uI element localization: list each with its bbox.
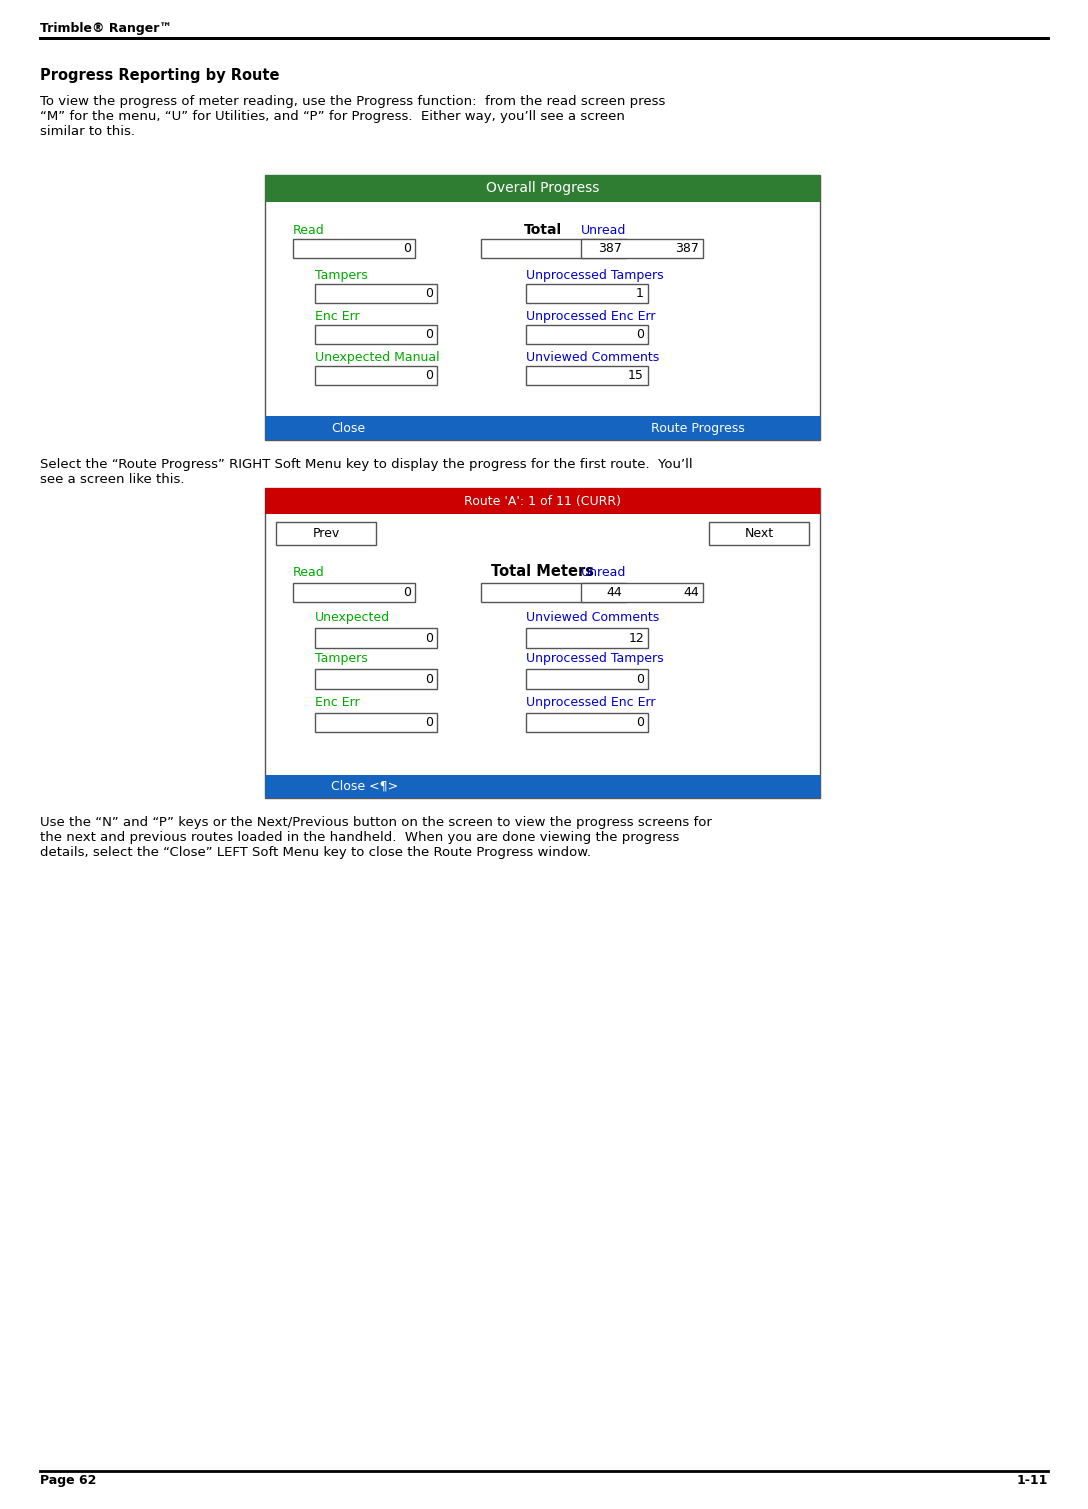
Text: Route Progress: Route Progress xyxy=(651,421,745,435)
Text: 1-11: 1-11 xyxy=(1016,1474,1048,1486)
Text: Overall Progress: Overall Progress xyxy=(486,181,599,195)
Bar xyxy=(265,175,820,202)
Text: Select the “Route Progress” RIGHT Soft Menu key to display the progress for the : Select the “Route Progress” RIGHT Soft M… xyxy=(40,459,693,486)
Bar xyxy=(709,522,808,545)
Bar xyxy=(526,628,648,647)
Text: 0: 0 xyxy=(425,673,433,685)
Bar xyxy=(265,416,820,441)
Text: 0: 0 xyxy=(425,715,433,729)
Bar xyxy=(265,487,820,515)
Bar xyxy=(482,238,626,258)
Bar xyxy=(526,324,648,344)
Text: Trimble® Ranger™: Trimble® Ranger™ xyxy=(40,23,172,35)
Text: Unprocessed Tampers: Unprocessed Tampers xyxy=(526,269,664,282)
Text: Unviewed Comments: Unviewed Comments xyxy=(526,611,659,625)
Text: Enc Err: Enc Err xyxy=(314,696,359,709)
Text: 0: 0 xyxy=(636,327,644,341)
Bar xyxy=(581,582,704,602)
Bar xyxy=(526,284,648,303)
Bar xyxy=(314,365,437,385)
Text: Unexpected: Unexpected xyxy=(314,611,391,625)
Text: 15: 15 xyxy=(628,368,644,382)
Bar xyxy=(265,774,820,798)
Text: Unprocessed Enc Err: Unprocessed Enc Err xyxy=(526,696,655,709)
Text: 44: 44 xyxy=(683,585,700,599)
Text: Progress Reporting by Route: Progress Reporting by Route xyxy=(40,68,280,83)
Text: 387: 387 xyxy=(676,243,700,255)
Text: 0: 0 xyxy=(636,673,644,685)
Text: To view the progress of meter reading, use the Progress function:  from the read: To view the progress of meter reading, u… xyxy=(40,95,666,137)
Bar xyxy=(526,670,648,688)
Text: 0: 0 xyxy=(403,243,411,255)
Text: Unprocessed Enc Err: Unprocessed Enc Err xyxy=(526,309,655,323)
Text: Next: Next xyxy=(744,527,774,540)
Text: Unread: Unread xyxy=(581,566,627,579)
Text: 0: 0 xyxy=(425,287,433,300)
Bar xyxy=(293,582,415,602)
Bar xyxy=(265,487,820,798)
Text: Total Meters: Total Meters xyxy=(491,564,594,579)
Text: Read: Read xyxy=(293,566,324,579)
Text: Unprocessed Tampers: Unprocessed Tampers xyxy=(526,652,664,665)
Text: Tampers: Tampers xyxy=(314,269,368,282)
Text: Tampers: Tampers xyxy=(314,652,368,665)
Text: Close <¶>: Close <¶> xyxy=(332,780,398,792)
Text: Close: Close xyxy=(331,421,366,435)
Bar xyxy=(581,238,704,258)
Text: 0: 0 xyxy=(425,327,433,341)
Text: 387: 387 xyxy=(598,243,621,255)
Bar xyxy=(314,284,437,303)
Text: Unviewed Comments: Unviewed Comments xyxy=(526,350,659,364)
Bar xyxy=(276,522,376,545)
Text: 44: 44 xyxy=(606,585,621,599)
Text: 12: 12 xyxy=(628,632,644,644)
Bar xyxy=(265,175,820,441)
Text: Enc Err: Enc Err xyxy=(314,309,359,323)
Text: Unexpected Manual: Unexpected Manual xyxy=(314,350,440,364)
Text: 1: 1 xyxy=(636,287,644,300)
Bar xyxy=(314,670,437,688)
Text: Total: Total xyxy=(523,223,561,237)
Text: Read: Read xyxy=(293,223,324,237)
Bar xyxy=(314,628,437,647)
Text: 0: 0 xyxy=(403,585,411,599)
Text: 0: 0 xyxy=(425,632,433,644)
Bar xyxy=(526,712,648,732)
Bar xyxy=(293,238,415,258)
Text: Page 62: Page 62 xyxy=(40,1474,97,1486)
Text: Use the “N” and “P” keys or the Next/Previous button on the screen to view the p: Use the “N” and “P” keys or the Next/Pre… xyxy=(40,816,712,859)
Bar xyxy=(314,712,437,732)
Text: Route 'A': 1 of 11 (CURR): Route 'A': 1 of 11 (CURR) xyxy=(463,495,621,507)
Bar xyxy=(482,582,626,602)
Text: Prev: Prev xyxy=(312,527,339,540)
Bar xyxy=(526,365,648,385)
Text: Unread: Unread xyxy=(581,223,627,237)
Text: 0: 0 xyxy=(636,715,644,729)
Text: 0: 0 xyxy=(425,368,433,382)
Bar xyxy=(314,324,437,344)
